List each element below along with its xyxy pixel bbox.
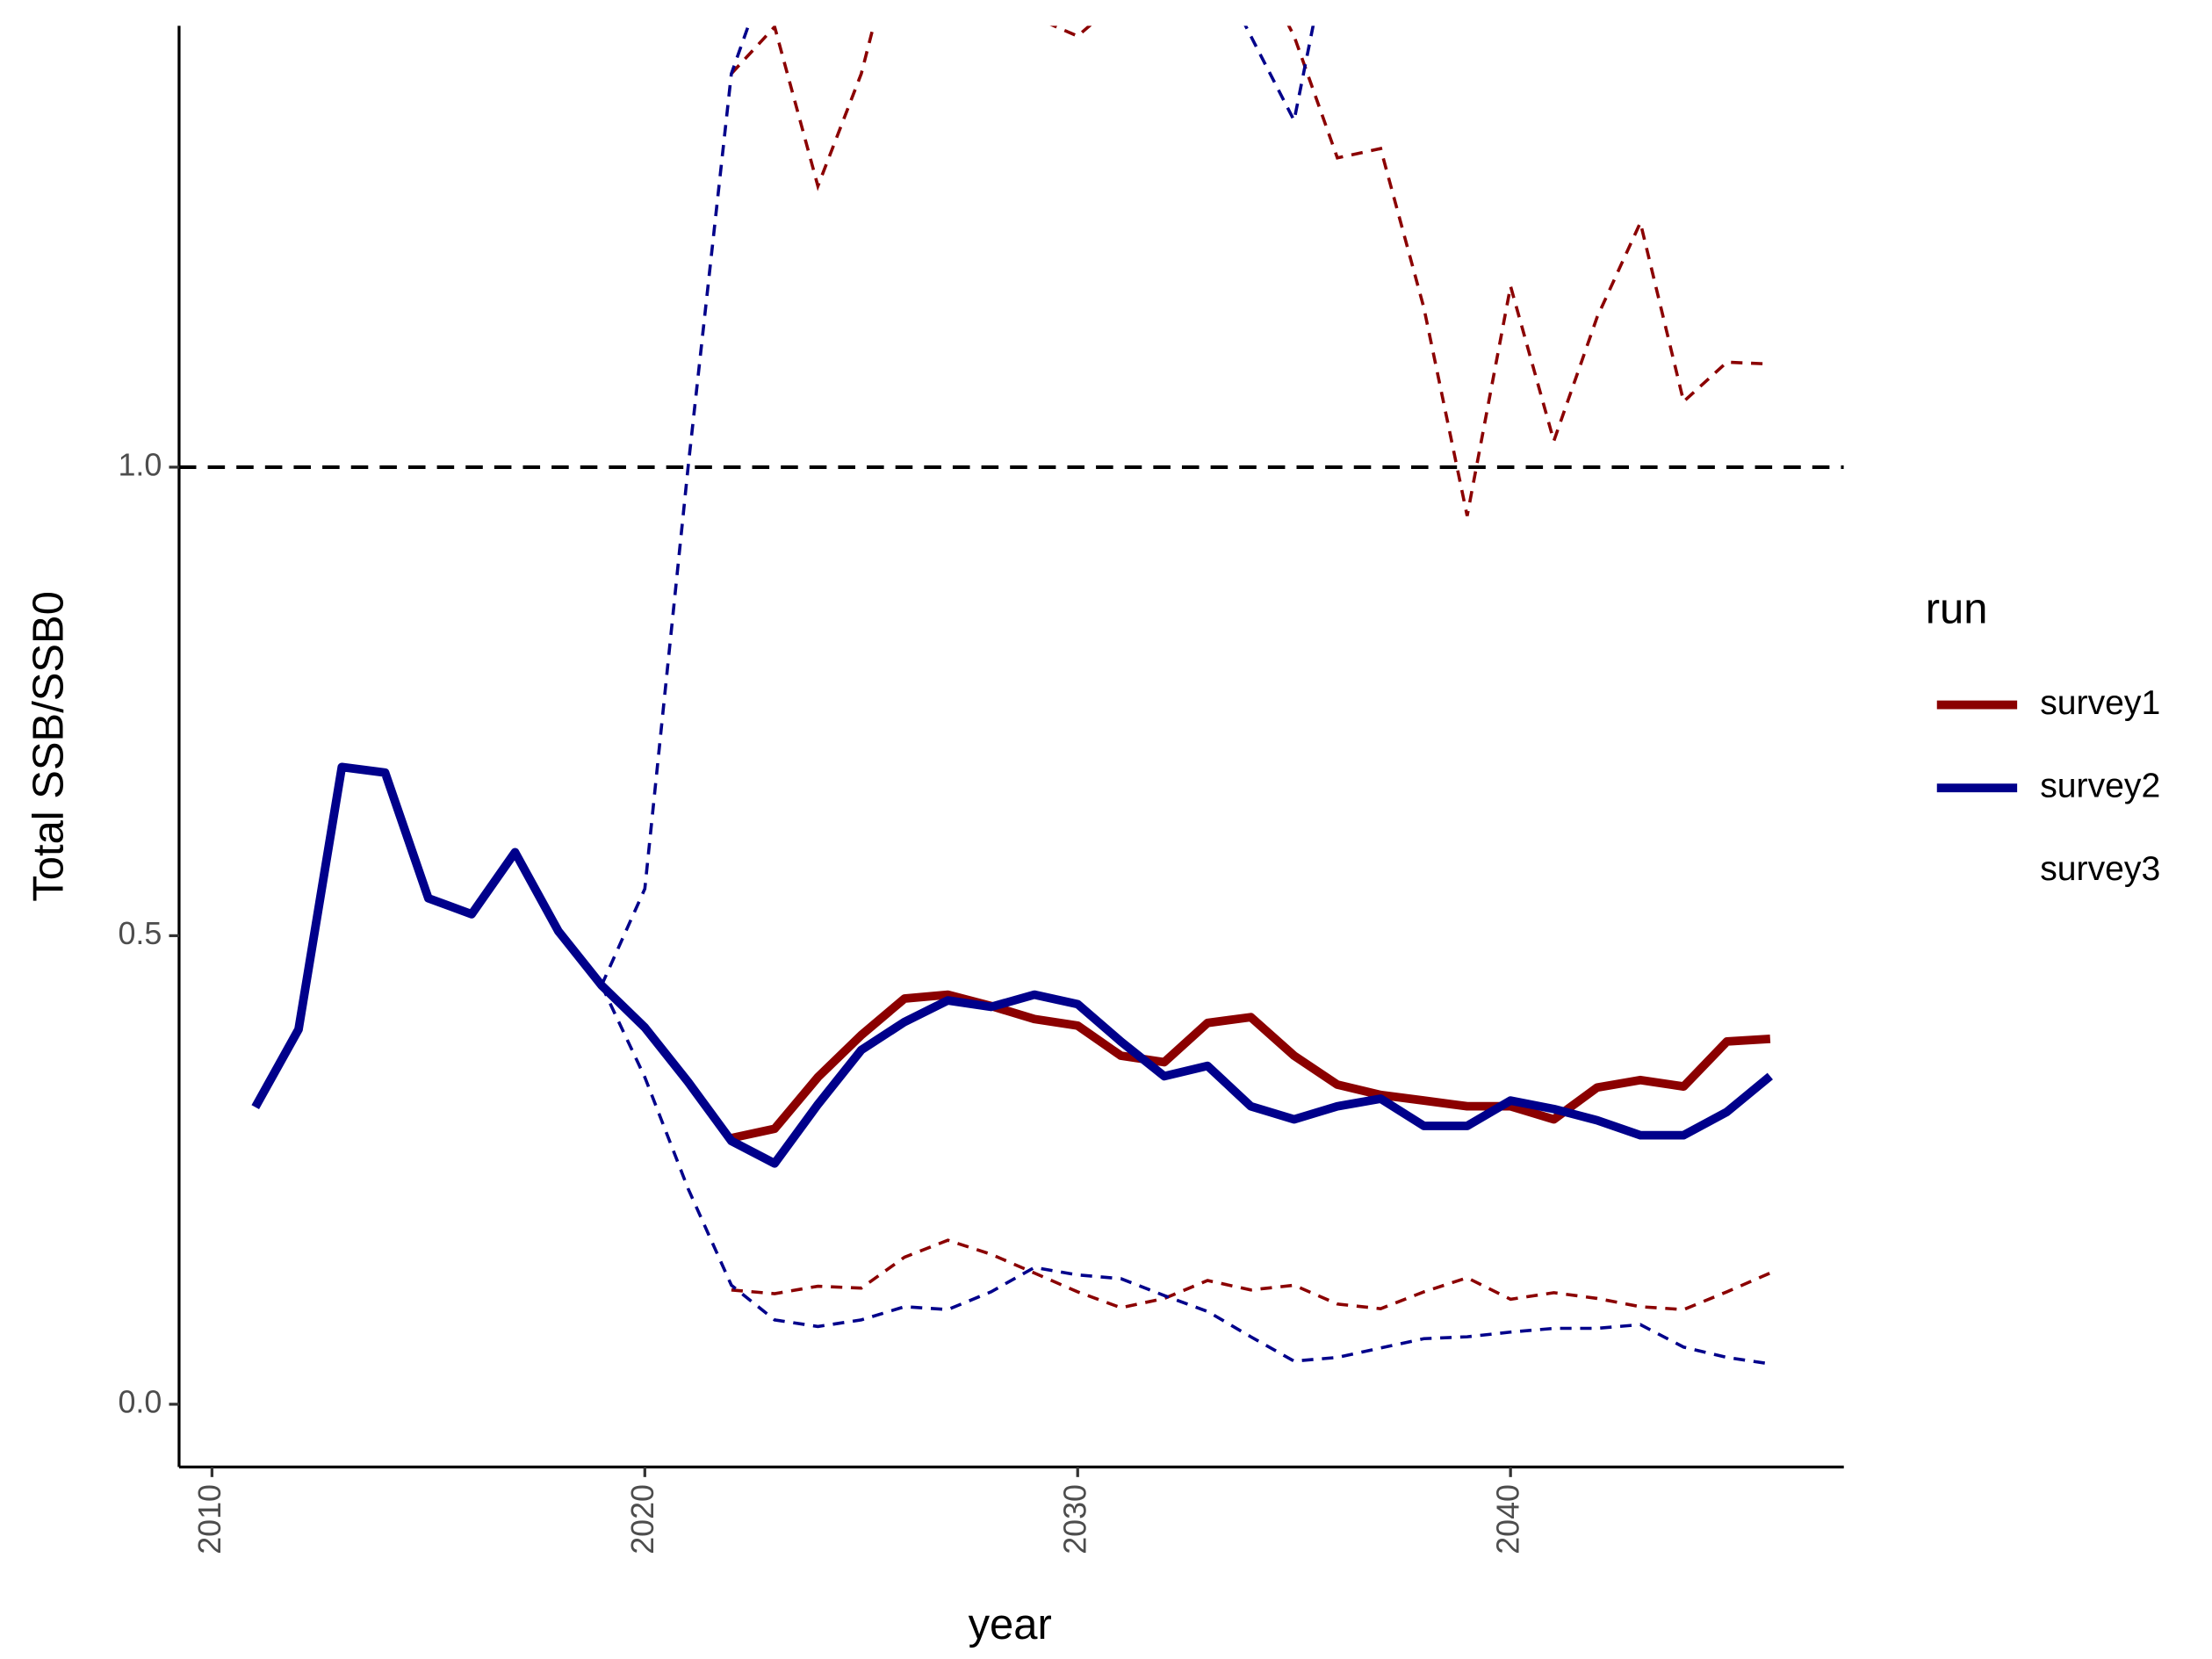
plot-area <box>178 25 1844 1366</box>
interval-line <box>600 985 1771 1366</box>
x-axis-title: year <box>969 1601 1052 1648</box>
interval-line <box>731 1238 1771 1311</box>
y-axis-title: Total SSB/SSB0 <box>25 591 73 902</box>
legend-label: survey3 <box>2040 850 2160 888</box>
y-tick-label: 0.5 <box>118 916 162 951</box>
legend-label: survey2 <box>2040 768 2160 805</box>
x-tick-label: 2030 <box>1058 1484 1093 1554</box>
series-line <box>251 762 1773 1168</box>
x-tick-label: 2010 <box>192 1484 227 1554</box>
x-tick-label: 2020 <box>625 1484 660 1554</box>
legend-title: run <box>1926 585 1988 632</box>
y-tick-label: 1.0 <box>118 447 162 482</box>
legend-label: survey1 <box>2040 684 2160 722</box>
series-line <box>730 990 1771 1143</box>
interval-line <box>730 25 1770 516</box>
x-tick-label: 2040 <box>1491 1484 1526 1554</box>
y-tick-label: 0.0 <box>118 1384 162 1419</box>
interval-line <box>600 25 1315 986</box>
